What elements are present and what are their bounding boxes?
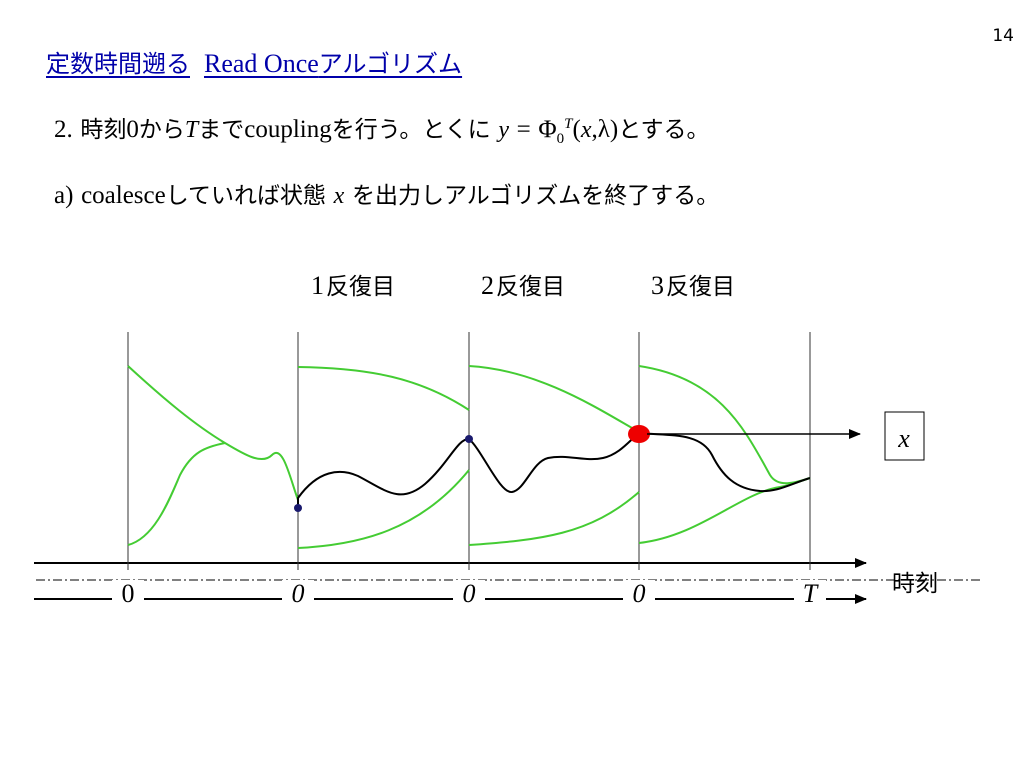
step-x: x	[580, 117, 592, 143]
iteration-1-label: 反復目	[326, 274, 395, 300]
step-phi: Φ	[538, 116, 557, 143]
iteration-3-label: 反復目	[666, 274, 735, 300]
green-path-2a	[297, 366, 470, 411]
step-zero: 0	[126, 116, 139, 143]
sub-x: x	[333, 183, 345, 209]
tick-label-0: 0	[122, 579, 135, 608]
tick-label-T: T	[803, 579, 819, 608]
step-T: T	[184, 117, 199, 143]
step-text-1: 時刻	[80, 117, 127, 143]
tick-label-1: 0	[292, 579, 305, 608]
sub-text-2: を出力しアルゴリズムを終了する。	[351, 183, 720, 209]
step-close: )	[609, 116, 619, 143]
start-dot-iteration-3	[465, 435, 473, 443]
step-sub0: 0	[556, 130, 565, 147]
step-text-4: を行う。とくに	[331, 117, 491, 143]
green-path-1a	[127, 365, 299, 501]
green-path-4a	[638, 365, 811, 485]
step-open: (	[572, 116, 581, 143]
step-text-2: から	[138, 117, 185, 143]
black-trajectory	[297, 431, 811, 508]
step-coupling: coupling	[244, 116, 332, 143]
title-suffix: アルゴリズム	[318, 50, 463, 78]
slide-title: 定数時間遡る Read Onceアルゴリズム	[46, 44, 462, 79]
iteration-2-label: 反復目	[496, 274, 565, 300]
step-text-3: まで	[198, 117, 245, 143]
green-path-2b	[297, 469, 470, 549]
iteration-2-number: 2	[481, 271, 494, 300]
page-number: 14	[992, 26, 1014, 46]
step-y: y	[498, 117, 509, 143]
green-path-3a	[468, 365, 640, 433]
step-text-5: とする。	[618, 117, 710, 143]
start-dot-iteration-2	[294, 504, 302, 512]
sub-label: a)	[54, 182, 74, 209]
time-axis-label: 時刻	[892, 571, 938, 597]
step-lambda: λ	[597, 116, 610, 143]
green-path-1b	[127, 442, 226, 546]
output-box-label: x	[897, 424, 910, 453]
step-eq: =	[516, 116, 531, 143]
step-comma: ,	[591, 116, 598, 143]
iteration-3-number: 3	[651, 271, 664, 300]
output-box	[884, 411, 925, 461]
step-line: 2. 時刻0からTまでcouplingを行う。とくに y = Φ0T(x,λ)と…	[54, 110, 710, 148]
sub-text-1: していれば状態	[165, 183, 327, 209]
tick-label-3: 0	[633, 579, 646, 608]
coalescence-dot	[628, 425, 650, 443]
tick-label-2: 0	[463, 579, 476, 608]
iteration-1-number: 1	[311, 271, 324, 300]
sub-coalesce: coalesce	[81, 182, 166, 209]
title-ja: 定数時間遡る	[46, 50, 190, 78]
step-supT: T	[564, 116, 573, 132]
green-path-3b	[468, 491, 640, 546]
title-en: Read Once	[204, 49, 319, 78]
step-number: 2.	[54, 116, 73, 143]
sub-line: a) coalesceしていれば状態 x を出力しアルゴリズムを終了する。	[54, 176, 719, 210]
